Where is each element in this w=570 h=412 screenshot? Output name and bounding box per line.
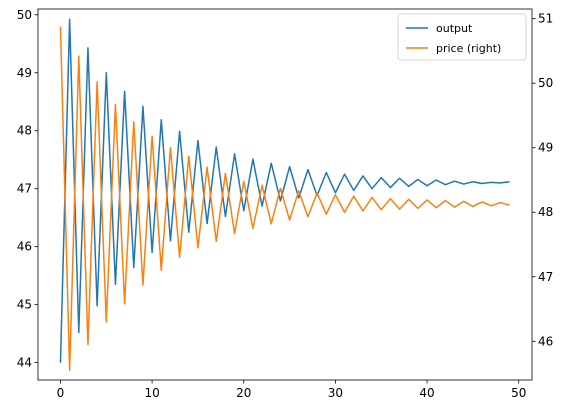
y-left-tick-label: 47: [17, 182, 32, 196]
x-tick-label: 10: [144, 386, 159, 400]
series-line-output: [59, 18, 510, 363]
series-line-price: [59, 26, 510, 372]
y-left-tick-label: 48: [17, 124, 32, 138]
y-axis-right: 46 47 48 49 50 51: [532, 12, 553, 348]
y-right-tick-label: 49: [538, 141, 553, 155]
legend-label: price (right): [436, 42, 501, 55]
x-axis: 0 10 20 30 40 50: [57, 380, 526, 400]
series-layer: [59, 18, 510, 372]
y-right-tick-label: 48: [538, 205, 553, 219]
plot-area: [37, 8, 533, 381]
y-left-tick-label: 45: [17, 298, 32, 312]
y-right-tick-label: 50: [538, 76, 553, 90]
y-left-tick-label: 49: [17, 66, 32, 80]
y-axis-left: 44 45 46 47 48 49 50: [17, 8, 38, 370]
x-tick-label: 0: [57, 386, 65, 400]
x-tick-label: 30: [328, 386, 343, 400]
legend-label: output: [436, 22, 473, 35]
x-tick-label: 40: [419, 386, 434, 400]
plot-frame: [37, 8, 533, 381]
legend: output price (right): [397, 13, 527, 61]
y-right-tick-label: 47: [538, 270, 553, 284]
x-tick-label: 20: [236, 386, 251, 400]
legend-box: [397, 13, 527, 61]
y-left-tick-label: 46: [17, 240, 32, 254]
x-tick-label: 50: [511, 386, 526, 400]
y-right-tick-label: 51: [538, 12, 553, 26]
y-left-tick-label: 50: [17, 8, 32, 22]
y-right-tick-label: 46: [538, 334, 553, 348]
y-left-tick-label: 44: [17, 356, 32, 370]
